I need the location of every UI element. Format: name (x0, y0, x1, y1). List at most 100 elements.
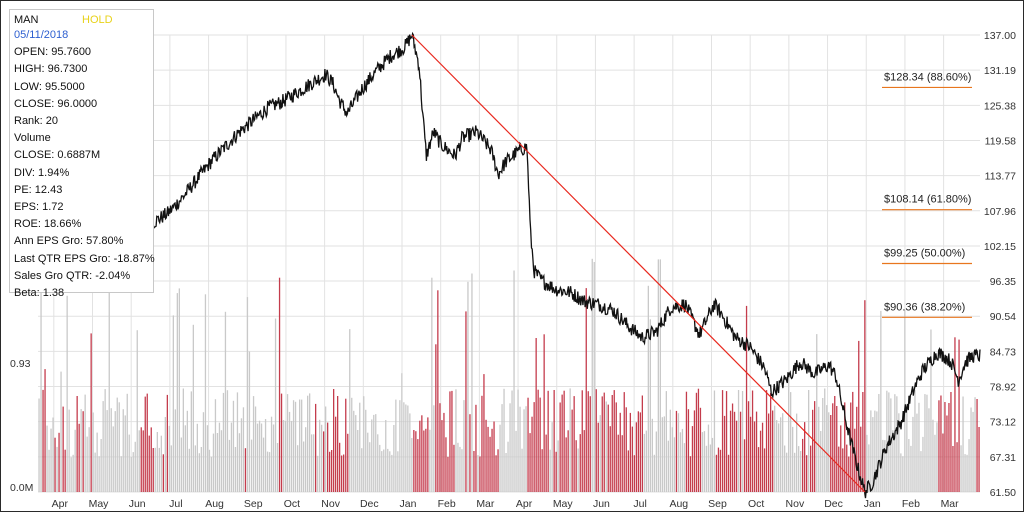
volume-bar (840, 425, 842, 492)
volume-bar (62, 406, 64, 492)
volume-bar (894, 394, 896, 492)
volume-bar (236, 392, 239, 492)
volume-bar (523, 409, 525, 492)
price-tick-label: 102.15 (984, 241, 1016, 253)
volume-bar (741, 391, 744, 492)
volume-bar (948, 403, 950, 492)
volume-bar (976, 399, 978, 492)
price-axis: 137.00 131.19 125.38 119.58 113.77 107.96 102.… (984, 30, 1016, 499)
volume-bar (78, 423, 80, 492)
volume-bar (659, 259, 661, 492)
volume-bar (280, 393, 283, 492)
volume-bar (290, 420, 293, 492)
volume-bar (226, 390, 229, 492)
volume-bar (152, 448, 154, 492)
month-tick-label: Sep (244, 498, 263, 510)
month-tick-label: Jan (864, 498, 881, 510)
volume-bar (786, 452, 788, 492)
volume-bar (910, 445, 912, 492)
volume-bar (136, 330, 138, 492)
volume-bar (623, 392, 625, 492)
volume-bar (425, 428, 427, 492)
volume-bar (691, 426, 694, 492)
volume-bar (204, 294, 207, 492)
volume-bar (160, 435, 162, 492)
volume-bar (347, 433, 349, 492)
volume-bar (822, 398, 824, 492)
info-line: LOW: 95.5000 (14, 80, 85, 93)
volume-bar (216, 433, 219, 492)
volume-bar (313, 434, 315, 492)
volume-bar (926, 394, 928, 492)
volume-bar (194, 445, 196, 492)
volume-bar (373, 414, 375, 492)
volume-bar (800, 451, 802, 492)
volume-bar (697, 388, 700, 492)
volume-bar (757, 447, 760, 492)
info-line: Volume (14, 132, 51, 145)
month-tick-label: Jun (129, 498, 146, 510)
volume-bar (755, 411, 758, 492)
volume-bar (146, 393, 148, 492)
volume-bar (585, 288, 587, 492)
volume-bar (74, 429, 76, 492)
volume-bar (238, 433, 241, 492)
volume-bar (132, 452, 134, 492)
volume-bar (860, 426, 862, 492)
volume-bar (892, 430, 894, 492)
volume-bar (417, 439, 419, 492)
volume-bar (268, 452, 271, 492)
volume-bar (86, 436, 88, 492)
volume-bar (409, 413, 411, 492)
month-tick-label: Nov (321, 498, 340, 510)
ticker-symbol: MAN (14, 14, 39, 26)
volume-bar (54, 437, 56, 492)
volume-bar (625, 407, 627, 492)
price-tick-label: 84.73 (990, 346, 1016, 358)
volume-bar (747, 401, 750, 492)
volume-bar (774, 405, 776, 492)
volume-bar (339, 442, 341, 492)
volume-bar (178, 288, 180, 492)
fib-level-label: $108.14 (61.80%) (884, 194, 971, 206)
volume-bar (52, 417, 54, 492)
volume-bar (601, 396, 603, 492)
volume-bar (343, 454, 345, 492)
volume-bar (491, 428, 493, 492)
volume-bar (234, 447, 237, 492)
volume-bar (345, 398, 347, 492)
price-tick-label: 90.54 (990, 311, 1016, 323)
volume-bar (749, 416, 752, 492)
volume-bar (763, 448, 766, 492)
month-tick-label: Mar (476, 498, 495, 510)
volume-bar (377, 434, 379, 492)
month-tick-label: Apr (516, 498, 533, 510)
volume-bar (90, 333, 92, 492)
volume-bar (423, 430, 425, 492)
volume-bar (303, 441, 305, 492)
volume-bar (208, 449, 211, 492)
volume-bar (591, 258, 593, 492)
volume-bar (641, 395, 643, 492)
volume-bar (553, 390, 555, 492)
volume-bar (381, 451, 383, 492)
volume-tick-label: 0.93 (10, 358, 31, 370)
volume-bar (834, 396, 836, 492)
volume-bar (978, 427, 980, 492)
info-line: CLOSE: 96.0000 (14, 97, 98, 110)
fib-level-label: $99.25 (50.00%) (884, 248, 965, 260)
volume-bar (288, 411, 291, 492)
volume-bar (264, 419, 267, 492)
volume-bar (180, 437, 182, 492)
volume-bar (383, 449, 385, 492)
volume-bar (118, 402, 120, 492)
volume-bar (745, 305, 748, 492)
volume-bar (854, 428, 856, 492)
volume-bar (613, 390, 615, 492)
price-tick-label: 131.19 (984, 65, 1016, 77)
volume-bar (172, 315, 174, 492)
volume-bar (493, 421, 495, 492)
volume-bar (403, 402, 405, 492)
volume-bar (479, 456, 481, 492)
volume-bar (166, 394, 168, 492)
